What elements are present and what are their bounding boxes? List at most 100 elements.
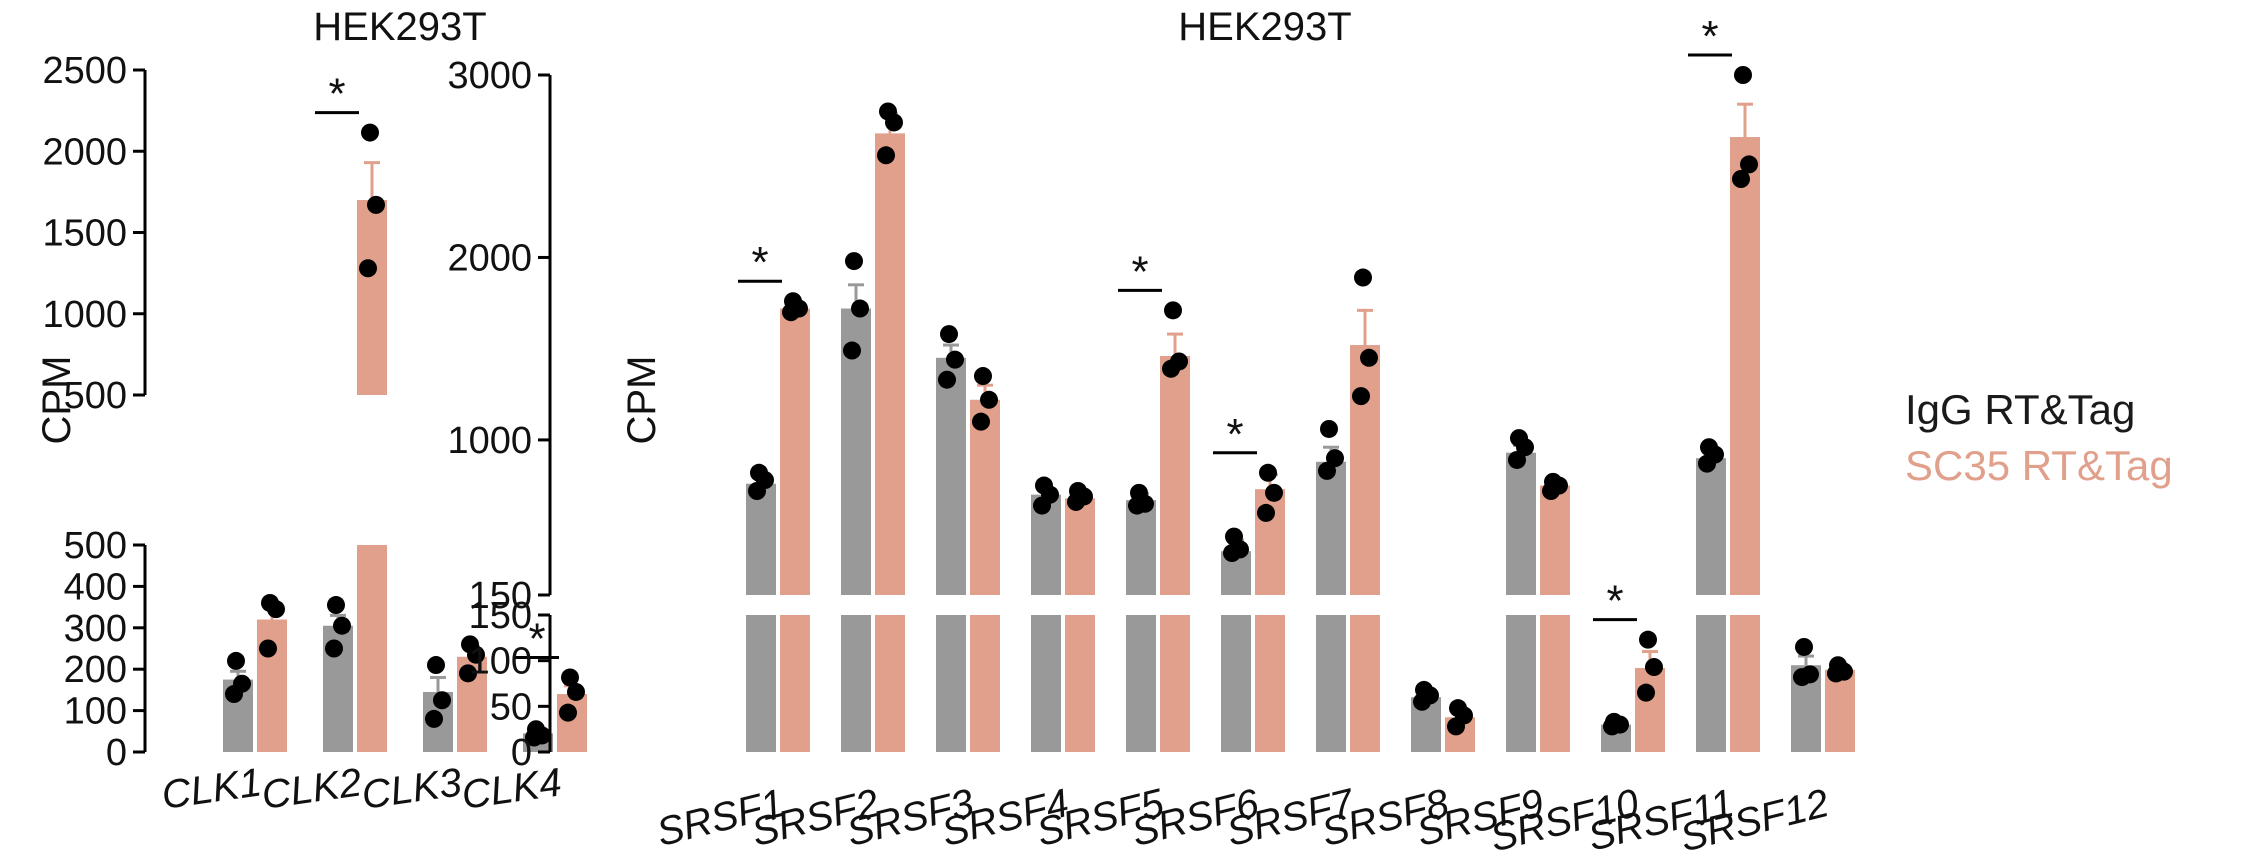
bar-lower-part xyxy=(1221,615,1251,752)
bar xyxy=(1730,137,1760,595)
significance-star: * xyxy=(528,614,545,663)
replicate-point xyxy=(782,303,800,322)
replicate-point xyxy=(559,703,577,722)
bar-lower-part xyxy=(1540,615,1570,752)
y-tick-label-lower: 0 xyxy=(511,732,532,774)
bar-lower-part xyxy=(1350,615,1380,752)
replicate-point xyxy=(327,596,345,615)
y-tick-label-lower: 100 xyxy=(469,641,532,683)
y-tick-label-upper: 1000 xyxy=(447,420,532,462)
bar-lower-part xyxy=(1126,615,1156,752)
y-axis-label: CPM xyxy=(35,356,79,445)
legend-sc35: SC35 RT&Tag xyxy=(1905,442,2173,489)
replicate-point xyxy=(972,412,990,431)
replicate-point xyxy=(1354,268,1372,287)
bar-lower-part xyxy=(970,615,1000,752)
replicate-point xyxy=(1223,544,1241,563)
bar-lower-part xyxy=(936,615,966,752)
replicate-point xyxy=(225,685,243,704)
replicate-point xyxy=(1162,359,1180,378)
replicate-point xyxy=(946,350,964,369)
significance-star: * xyxy=(1226,410,1243,459)
bar-lower-part xyxy=(357,545,387,752)
bar-lower-part xyxy=(1065,615,1095,752)
y-tick-label-lower: 150 xyxy=(469,595,532,637)
significance-star: * xyxy=(328,70,345,119)
replicate-point xyxy=(1352,387,1370,406)
replicate-point xyxy=(877,146,895,165)
replicate-point xyxy=(748,482,766,500)
replicate-point xyxy=(1637,683,1655,702)
bar xyxy=(557,694,587,752)
bar xyxy=(746,483,776,595)
y-tick-label-lower: 0 xyxy=(106,732,127,774)
replicate-point xyxy=(433,691,451,710)
bar xyxy=(1065,498,1095,595)
replicate-point xyxy=(427,656,445,675)
replicate-point xyxy=(1164,301,1182,320)
category-label: CLK3 xyxy=(359,760,464,817)
replicate-point xyxy=(1740,155,1758,174)
y-tick-label-upper: 3000 xyxy=(447,55,532,97)
y-tick-label-lower: 50 xyxy=(490,686,532,728)
replicate-point xyxy=(1732,170,1750,188)
replicate-point xyxy=(367,195,385,214)
bar-lower-part xyxy=(875,615,905,752)
bar xyxy=(1825,669,1855,752)
replicate-point xyxy=(259,639,277,658)
replicate-point xyxy=(333,616,351,635)
bar xyxy=(1696,458,1726,595)
replicate-point xyxy=(1318,461,1336,480)
bar-lower-part xyxy=(1696,615,1726,752)
replicate-point xyxy=(359,259,377,278)
replicate-point xyxy=(1793,668,1811,687)
replicate-point xyxy=(1413,692,1431,711)
replicate-point xyxy=(940,325,958,344)
chart-title: HEK293T xyxy=(313,5,486,49)
bar xyxy=(780,308,810,595)
significance-star: * xyxy=(1606,577,1623,626)
y-tick-label-upper: 1500 xyxy=(42,213,127,255)
bar xyxy=(1506,452,1536,595)
bar-lower-part xyxy=(841,615,871,752)
replicate-point xyxy=(1827,664,1845,683)
y-tick-label-lower: 500 xyxy=(64,525,127,567)
bar xyxy=(1540,485,1570,595)
bar-lower-part xyxy=(1160,615,1190,752)
replicate-point xyxy=(1447,717,1465,736)
bar xyxy=(875,133,905,595)
bar-lower-part xyxy=(1316,615,1346,752)
bar xyxy=(1635,667,1665,752)
replicate-point xyxy=(845,252,863,271)
bar xyxy=(257,619,287,752)
replicate-point xyxy=(267,600,285,619)
bar-lower-part xyxy=(1730,615,1760,752)
replicate-point xyxy=(325,639,343,658)
replicate-point xyxy=(1734,66,1752,84)
bar xyxy=(936,357,966,595)
replicate-point xyxy=(1033,496,1051,515)
replicate-point xyxy=(567,682,585,701)
y-tick-label-upper: 2000 xyxy=(42,131,127,173)
replicate-point xyxy=(938,370,956,389)
y-tick-label-upper: 500 xyxy=(64,375,127,417)
replicate-point xyxy=(1320,419,1338,438)
replicate-point xyxy=(1698,454,1716,473)
bar xyxy=(970,399,1000,595)
category-label: CLK1 xyxy=(159,760,264,817)
bar xyxy=(1350,345,1380,595)
y-tick-label-upper: 2500 xyxy=(42,50,127,92)
category-label: CLK2 xyxy=(259,760,364,817)
replicate-point xyxy=(525,728,543,747)
replicate-point xyxy=(1795,637,1813,656)
legend: IgG RT&Tag SC35 RT&Tag xyxy=(1905,382,2173,494)
significance-star: * xyxy=(1131,247,1148,296)
replicate-point xyxy=(843,341,861,360)
replicate-point xyxy=(980,390,998,409)
bar xyxy=(1160,355,1190,595)
replicate-point xyxy=(1259,463,1277,482)
y-tick-label-lower: 300 xyxy=(64,608,127,650)
y-tick-label-lower: 200 xyxy=(64,649,127,691)
replicate-point xyxy=(1645,658,1663,677)
bar xyxy=(357,200,387,395)
